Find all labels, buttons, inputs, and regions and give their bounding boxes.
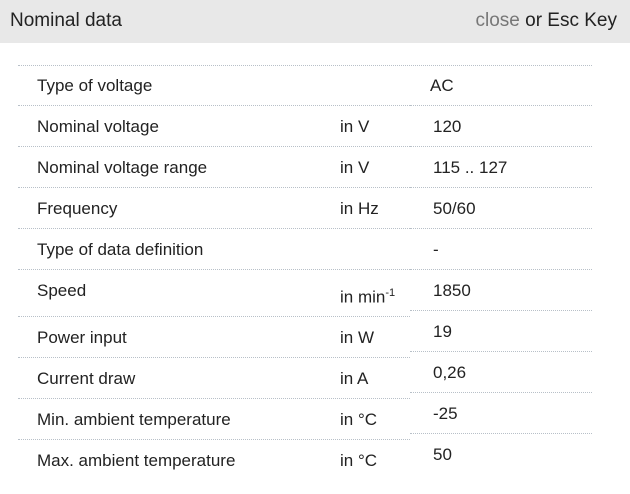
row-label: Current draw bbox=[37, 369, 136, 388]
table-row-value-cell: 115 .. 127 bbox=[410, 147, 592, 188]
table-row-value-cell: 0,26 bbox=[410, 352, 592, 393]
table-row-label-cell: Speed in min-1 bbox=[18, 270, 410, 317]
table-row-value-cell: - bbox=[410, 229, 592, 270]
table-row-value-cell: 50/60 bbox=[410, 188, 592, 229]
table-row-label-cell: Power input in W bbox=[18, 317, 410, 358]
row-label: Power input bbox=[37, 328, 127, 347]
row-value: 115 .. 127 bbox=[433, 158, 508, 177]
row-label: Type of data definition bbox=[37, 240, 204, 259]
table-row-value-cell: 120 bbox=[410, 106, 592, 147]
row-unit: in min-1 bbox=[340, 287, 396, 307]
row-value: -25 bbox=[433, 404, 458, 423]
row-unit: in V bbox=[340, 117, 370, 136]
table-row-value-cell: 19 bbox=[410, 311, 592, 352]
table-row-label-cell: Type of data definition bbox=[18, 229, 410, 270]
row-value: 50 bbox=[433, 445, 452, 464]
table-row-label-cell: Current draw in A bbox=[18, 358, 410, 399]
row-value: AC bbox=[430, 76, 454, 95]
dialog-title: Nominal data bbox=[10, 10, 122, 31]
row-unit: in °C bbox=[340, 410, 378, 429]
row-label: Max. ambient temperature bbox=[37, 451, 236, 470]
row-unit: in A bbox=[340, 369, 369, 388]
row-label: Frequency bbox=[37, 199, 118, 218]
table-row-label-cell: Type of voltage bbox=[18, 66, 410, 106]
close-link[interactable]: close bbox=[475, 10, 520, 31]
table-row-value-cell: 50 bbox=[410, 434, 592, 475]
row-value: 1850 bbox=[433, 281, 471, 300]
close-hint-text: or Esc Key bbox=[519, 10, 617, 31]
row-unit: in Hz bbox=[340, 199, 379, 218]
row-unit: in V bbox=[340, 158, 370, 177]
table-row-label-cell: Nominal voltage in V bbox=[18, 106, 410, 147]
row-value: - bbox=[433, 240, 439, 259]
row-label: Type of voltage bbox=[37, 76, 153, 95]
table-row-label-cell: Max. ambient temperature in °C bbox=[18, 440, 410, 481]
row-value: 120 bbox=[433, 117, 462, 136]
table-row-value-cell: 1850 bbox=[410, 270, 592, 311]
row-value: 50/60 bbox=[433, 199, 476, 218]
table-row-label-cell: Frequency in Hz bbox=[18, 188, 410, 229]
row-value: 0,26 bbox=[433, 363, 467, 382]
table-row-value-cell: -25 bbox=[410, 393, 592, 434]
table-top-divider bbox=[18, 65, 592, 66]
row-label: Nominal voltage range bbox=[37, 158, 208, 177]
table-row-value-cell: AC bbox=[410, 66, 592, 106]
unit-exponent: -1 bbox=[385, 287, 396, 299]
row-label: Nominal voltage bbox=[37, 117, 159, 136]
table-row-label-cell: Nominal voltage range in V bbox=[18, 147, 410, 188]
dialog-header: Nominal data close or Esc Key bbox=[0, 0, 630, 43]
row-value: 19 bbox=[433, 322, 452, 341]
row-unit: in °C bbox=[340, 451, 378, 470]
row-unit: in W bbox=[340, 328, 374, 347]
table-row-label-cell: Min. ambient temperature in °C bbox=[18, 399, 410, 440]
close-hint: close or Esc Key bbox=[475, 10, 617, 32]
row-label: Min. ambient temperature bbox=[37, 410, 231, 429]
row-label: Speed bbox=[37, 281, 87, 300]
